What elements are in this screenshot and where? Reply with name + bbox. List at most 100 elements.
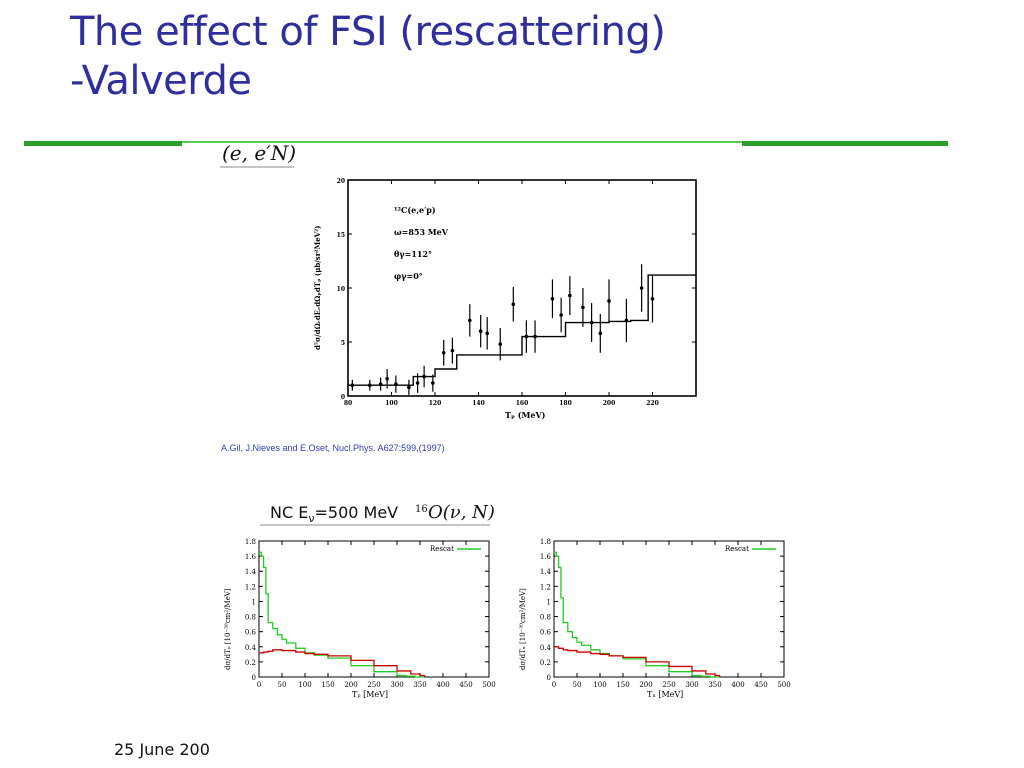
top-plot-histogram: [348, 274, 696, 386]
top-plot-data-point: [607, 299, 611, 303]
proton-plot-xtick-label: 50: [278, 681, 287, 689]
neutron-plot-ytick-label: 0.2: [540, 659, 551, 667]
top-plot-data-point: [378, 382, 383, 386]
top-plot-data-point: [550, 297, 555, 301]
top-plot-data-point: [415, 381, 420, 385]
proton-plot-xtick-label: 400: [436, 681, 449, 689]
proton-plot-ytick-label: 1.8: [245, 538, 256, 546]
neutron-plot-xtick-label: 100: [593, 681, 606, 689]
top-plot-ytick-label: 5: [341, 340, 345, 347]
top-plot-data-point: [524, 334, 529, 339]
top-plot-data-point: [485, 331, 490, 336]
footer-date: 25 June 200: [114, 740, 210, 759]
neutron-plot-ytick-label: 1.2: [540, 583, 551, 591]
title-line-1: The effect of FSI (rescattering): [70, 9, 666, 55]
proton-plot-xtick-label: 100: [298, 681, 311, 689]
proton-plot-ytick-label: 0: [252, 674, 256, 682]
neutron-plot-xtick-label: 450: [754, 681, 767, 689]
neutron-plot-series-no-rescat: [554, 646, 721, 677]
top-plot-data-point: [498, 342, 503, 346]
top-plot-data-point: [568, 293, 572, 298]
neutron-plot-xtick-label: 0: [552, 681, 556, 689]
proton-plot-xtick-label: 150: [321, 681, 334, 689]
top-plot-data-point: [385, 376, 389, 381]
top-plot-data-point: [581, 305, 585, 310]
top-plot-data-point: [422, 374, 426, 379]
neutron-plot-xtick-label: 400: [731, 681, 744, 689]
neutron-plot-xtick-label: 150: [616, 681, 629, 689]
reaction-label: O(ν, N): [428, 502, 495, 523]
proton-plot-xtick-label: 450: [459, 681, 472, 689]
title-rule-left: [24, 141, 182, 146]
svg-text:NC Eν=500 MeV: NC Eν=500 MeV: [270, 503, 398, 525]
top-plot-data-point: [431, 381, 435, 385]
proton-plot-xtick-label: 350: [413, 681, 426, 689]
inset-line-3: θγ=112°: [394, 249, 432, 259]
top-plot-data-point: [478, 329, 483, 334]
proton-plot-ytick-label: 0.4: [245, 644, 257, 652]
proton-plot-series-rescat: [259, 551, 425, 678]
title-rule-right: [742, 141, 948, 146]
top-plot-xtick-label: 100: [385, 400, 398, 407]
inset-line-2: ω=853 MeV: [394, 227, 449, 237]
proton-plot-ytick-label: 1.6: [245, 553, 257, 561]
top-plot-ytick-label: 0: [341, 394, 345, 401]
nu-subscript: ν: [308, 512, 314, 525]
proton-plot-ytick-label: 1.2: [245, 583, 256, 591]
top-plot-ytick-label: 10: [337, 286, 345, 293]
neutron-plot-ytick-label: 0: [547, 674, 551, 682]
top-plot-xtick-label: 180: [559, 400, 572, 407]
top-plot-data-point: [511, 302, 516, 307]
proton-plot-xtick-label: 250: [367, 681, 380, 689]
inset-line-4: φγ=0°: [394, 271, 423, 281]
neutron-plot-xtick-label: 200: [639, 681, 652, 689]
top-plot-xtick-label: 220: [646, 400, 659, 407]
neutron-plot-ytick-label: 0.6: [540, 629, 552, 637]
neutron-plot-xtick-label: 50: [573, 681, 582, 689]
proton-plot-ytick-label: 1.4: [245, 568, 257, 576]
top-plot-data-point: [407, 385, 411, 390]
neutron-plot-frame: [553, 540, 785, 678]
oxygen-mass-number: 16: [415, 504, 428, 515]
top-plot-data-point: [394, 382, 398, 386]
neutron-plot-ytick-label: 0.4: [540, 644, 552, 652]
neutron-plot-ytick-label: 1.8: [540, 538, 551, 546]
proton-xlabel: Tₚ [MeV]: [352, 690, 388, 699]
neutron-xlabel: Tₙ [MeV]: [647, 690, 683, 699]
proton-plot-xtick-label: 500: [482, 681, 495, 689]
top-plot-xtick-label: 80: [344, 400, 352, 407]
neutron-plot-ytick-label: 0.8: [540, 614, 551, 622]
top-plot-xtick-label: 120: [429, 400, 442, 407]
top-plot-data-point: [559, 313, 563, 317]
top-figure-header: (e, e′N): [222, 141, 296, 165]
proton-plot-ytick-label: 0.8: [245, 614, 256, 622]
top-plot-data-point: [598, 331, 603, 336]
top-plot-data-point: [468, 318, 472, 323]
proton-legend-label: Rescat: [430, 545, 454, 553]
top-plot-data-point: [441, 351, 446, 355]
neutron-plot-xtick-label: 300: [685, 681, 698, 689]
top-ylabel: d⁵σ/dΩₑdEₑdΩₚdTₚ (μb/sr²MeV²): [313, 226, 322, 351]
top-plot-inset: ¹²C(e,e′p) ω=853 MeV θγ=112° φγ=0°: [394, 205, 449, 281]
neutron-plot-ytick-label: 1.4: [540, 568, 552, 576]
neutron-plot-xtick-label: 350: [708, 681, 721, 689]
proton-plot-series-no-rescat: [259, 649, 426, 677]
nc-label: NC E: [270, 503, 308, 522]
title-line-2: -Valverde: [70, 58, 252, 104]
energy-label: =500 MeV: [315, 503, 399, 522]
top-plot-xtick-label: 140: [472, 400, 485, 407]
proton-ylabel: dσ/dTₚ [10⁻³⁹cm²/MeV]: [224, 588, 232, 670]
top-xlabel: Tₚ (MeV): [505, 410, 546, 420]
neutron-legend-label: Rescat: [725, 545, 749, 553]
top-plot-data-point: [533, 334, 537, 339]
top-plot-data-point: [589, 320, 594, 325]
proton-plot-ytick-label: 0.2: [245, 659, 256, 667]
top-plot-ytick-label: 20: [337, 178, 345, 185]
reference-citation: A.Gil, J.Nieves and E.Oset, Nucl.Phys. A…: [221, 443, 445, 453]
neutron-plot-series-rescat: [554, 551, 720, 678]
proton-plot-xtick-label: 300: [390, 681, 403, 689]
proton-plot-ytick-label: 1: [252, 598, 256, 606]
top-plot-data-point: [350, 383, 355, 388]
